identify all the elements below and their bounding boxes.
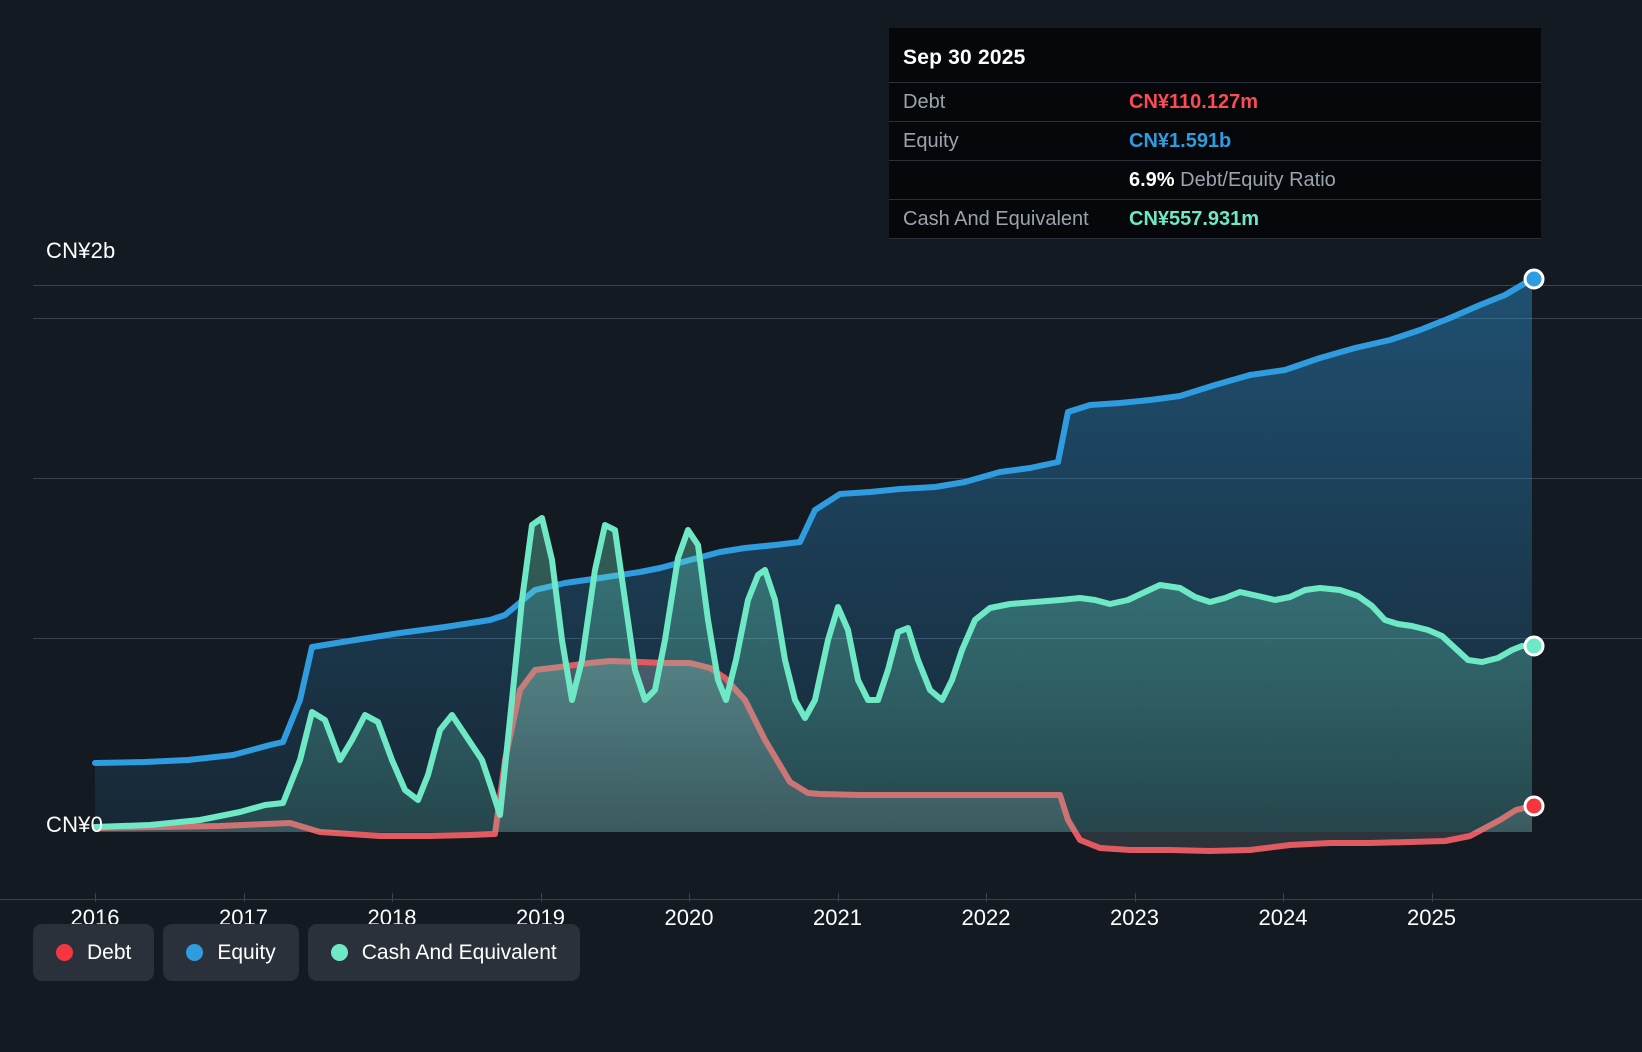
equity-endpoint-marker: [1523, 268, 1545, 290]
y-axis-top-label: CN¥2b: [46, 238, 116, 263]
plot-area: CN¥2b CN¥0: [33, 238, 1642, 854]
tooltip-row-equity: Equity CN¥1.591b: [889, 121, 1541, 160]
data-tooltip: Sep 30 2025 Debt CN¥110.127m Equity CN¥1…: [889, 28, 1541, 239]
legend-item-equity[interactable]: Equity: [163, 924, 299, 981]
x-axis-tick: [1134, 893, 1136, 902]
debt-endpoint-marker: [1523, 795, 1545, 817]
cash-line: [92, 515, 1535, 830]
tooltip-label-equity: Equity: [903, 129, 959, 152]
x-axis-tick: [540, 893, 542, 902]
legend-label-equity: Equity: [217, 940, 276, 964]
tooltip-value-cash: CN¥557.931m: [1129, 207, 1260, 230]
tooltip-value-equity: CN¥1.591b: [1129, 129, 1232, 152]
legend-item-debt[interactable]: Debt: [33, 924, 155, 981]
x-axis-tick: [837, 893, 839, 902]
tooltip-value-debt: CN¥110.127m: [1129, 90, 1258, 113]
equity-line: [92, 276, 1535, 766]
equity-color-dot: [186, 944, 204, 961]
x-axis-label-2024: 2024: [1258, 905, 1308, 930]
x-axis-tick: [986, 893, 987, 902]
cash-area: [95, 518, 1532, 832]
x-axis-tick: [95, 893, 96, 902]
x-axis-line: [0, 899, 1642, 900]
legend-item-cash-and-equivalent[interactable]: Cash And Equivalent: [307, 924, 580, 981]
tooltip-ratio-caption: Debt/Equity Ratio: [1180, 168, 1336, 191]
tooltip-date-title: Sep 30 2025: [903, 46, 1026, 69]
tooltip-row-debt-equity-ratio: 6.9% Debt/Equity Ratio: [889, 160, 1541, 199]
x-axis-label-2023: 2023: [1110, 905, 1159, 930]
cash-endpoint-marker: [1523, 635, 1545, 657]
x-axis-tick: [392, 893, 393, 902]
tooltip-row-cash: Cash And Equivalent CN¥557.931m: [889, 199, 1541, 239]
x-axis-label-2022: 2022: [961, 905, 1011, 930]
legend-label-debt: Debt: [87, 940, 132, 964]
x-axis-label-2025: 2025: [1407, 905, 1456, 930]
tooltip-ratio-percent: 6.9%: [1129, 168, 1175, 191]
x-axis-label-2020: 2020: [664, 905, 714, 930]
cash-color-dot: [330, 944, 348, 961]
x-axis-label-2021: 2021: [813, 905, 862, 930]
x-axis-tick: [243, 893, 245, 902]
debt-color-dot: [56, 944, 73, 961]
x-axis-tick: [1431, 893, 1433, 902]
tooltip-label-debt: Debt: [903, 90, 946, 113]
x-axis-tick: [1283, 893, 1284, 902]
endpoint-markers: [1523, 268, 1545, 817]
tooltip-label-cash: Cash And Equivalent: [903, 207, 1089, 230]
chart-svg: [33, 268, 1642, 854]
tooltip-row-debt: Debt CN¥110.127m: [889, 82, 1541, 121]
y-axis-zero-label: CN¥0: [46, 812, 104, 837]
series-cash-and-equivalent: [92, 515, 1535, 832]
legend-label-cash-and-equivalent: Cash And Equivalent: [361, 940, 557, 964]
chart-legend: Debt Equity Cash And Equivalent: [33, 924, 580, 981]
tooltip-value-ratio: 6.9% Debt/Equity Ratio: [1129, 169, 1336, 192]
x-axis-tick: [689, 893, 690, 902]
